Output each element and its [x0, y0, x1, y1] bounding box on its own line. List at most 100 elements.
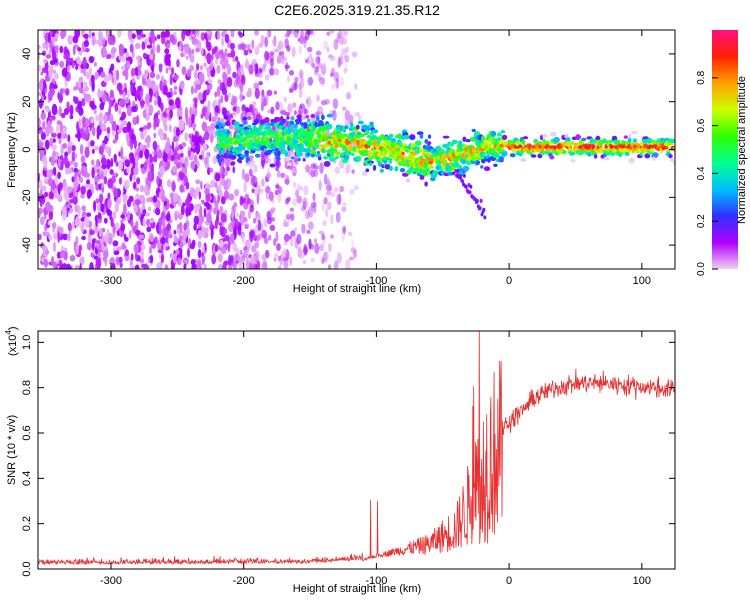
noise-cell [75, 216, 81, 228]
noise-cell [168, 124, 172, 133]
noise-cell [220, 196, 226, 205]
noise-cell [199, 205, 203, 218]
noise-cell [303, 107, 307, 115]
signal-cell [295, 151, 303, 157]
noise-cell [91, 35, 96, 46]
noise-cell [334, 261, 339, 269]
snr-series-line [38, 331, 675, 566]
noise-cell [145, 135, 151, 144]
x-tick-label: -200 [233, 575, 255, 587]
signal-cell [501, 151, 507, 157]
noise-cell [69, 160, 74, 166]
noise-cell [232, 96, 238, 103]
noise-cell [150, 156, 156, 162]
noise-cell [93, 61, 98, 67]
noise-cell [83, 33, 89, 39]
signal-cell [368, 141, 373, 146]
noise-cell [307, 76, 314, 86]
noise-cell [210, 228, 214, 240]
noise-cell [216, 64, 221, 74]
noise-cell [172, 253, 177, 264]
noise-cell [137, 57, 141, 66]
noise-cell [207, 100, 211, 109]
signal-cell [334, 151, 341, 156]
colorbar-tick-label: 0.8 [696, 70, 707, 84]
noise-cell [52, 52, 57, 58]
noise-cell [203, 227, 209, 233]
noise-cell [85, 71, 91, 80]
noise-cell [206, 202, 211, 210]
noise-cell [251, 188, 255, 194]
noise-cell [80, 185, 86, 195]
noise-cell [300, 77, 305, 89]
noise-cell [191, 37, 198, 46]
noise-cell [163, 161, 167, 168]
noise-cell [82, 56, 87, 69]
noise-cell [84, 216, 90, 229]
noise-cell [234, 56, 239, 62]
noise-cell [111, 262, 116, 269]
noise-cell [42, 50, 47, 56]
noise-cell [258, 81, 264, 86]
noise-cell [59, 264, 63, 269]
signal-cell [318, 120, 324, 126]
noise-cell [167, 233, 173, 239]
signal-cell [509, 153, 516, 158]
tail-cell [482, 207, 486, 212]
noise-cell [265, 173, 272, 178]
noise-cell [331, 83, 336, 90]
noise-cell [320, 64, 327, 76]
noise-cell [233, 253, 240, 261]
noise-cell [318, 230, 325, 235]
noise-cell [144, 38, 148, 46]
noise-cell [123, 203, 127, 215]
signal-cell [264, 117, 270, 124]
noise-cell [329, 30, 335, 34]
signal-cell [589, 137, 594, 144]
signal-cell [375, 147, 379, 151]
noise-cell [183, 263, 187, 269]
noise-cell [55, 33, 59, 39]
signal-cell [275, 155, 281, 162]
noise-cell [195, 47, 200, 53]
noise-cell [57, 194, 63, 203]
noise-cell [95, 71, 99, 80]
noise-cell [64, 88, 70, 96]
noise-cell [190, 151, 195, 159]
noise-cell [299, 35, 305, 45]
tail-cell [478, 206, 482, 211]
noise-cell [51, 255, 55, 265]
noise-cell [148, 161, 152, 170]
noise-cell [220, 95, 224, 104]
tail-cell [464, 184, 468, 189]
noise-cell [155, 74, 160, 80]
noise-cell [123, 90, 126, 98]
noise-cell [219, 51, 222, 55]
noise-cell [202, 143, 207, 152]
signal-cell [488, 143, 492, 149]
noise-cell [123, 233, 127, 240]
noise-cell [81, 205, 86, 212]
noise-cell [340, 48, 345, 56]
noise-cell [334, 166, 341, 174]
signal-cell [490, 130, 497, 137]
noise-cell [329, 55, 336, 62]
signal-cell [286, 116, 290, 120]
signal-cell [348, 127, 353, 131]
spectrogram-x-axis: -300 -200 -100 0 100 [100, 30, 651, 287]
noise-cell [314, 66, 320, 73]
noise-cell [110, 63, 115, 72]
y-tick-label: 0.6 [21, 425, 33, 440]
noise-cell [237, 67, 241, 78]
noise-cell [213, 46, 218, 52]
noise-cell [90, 140, 95, 147]
noise-cell [54, 187, 58, 194]
noise-cell [299, 185, 303, 191]
noise-cell [158, 192, 163, 200]
noise-cell [172, 192, 179, 203]
signal-cell [305, 114, 310, 119]
signal-cell [483, 139, 491, 144]
noise-cell [115, 161, 119, 167]
signal-cell [471, 146, 477, 150]
noise-cell [212, 115, 217, 122]
